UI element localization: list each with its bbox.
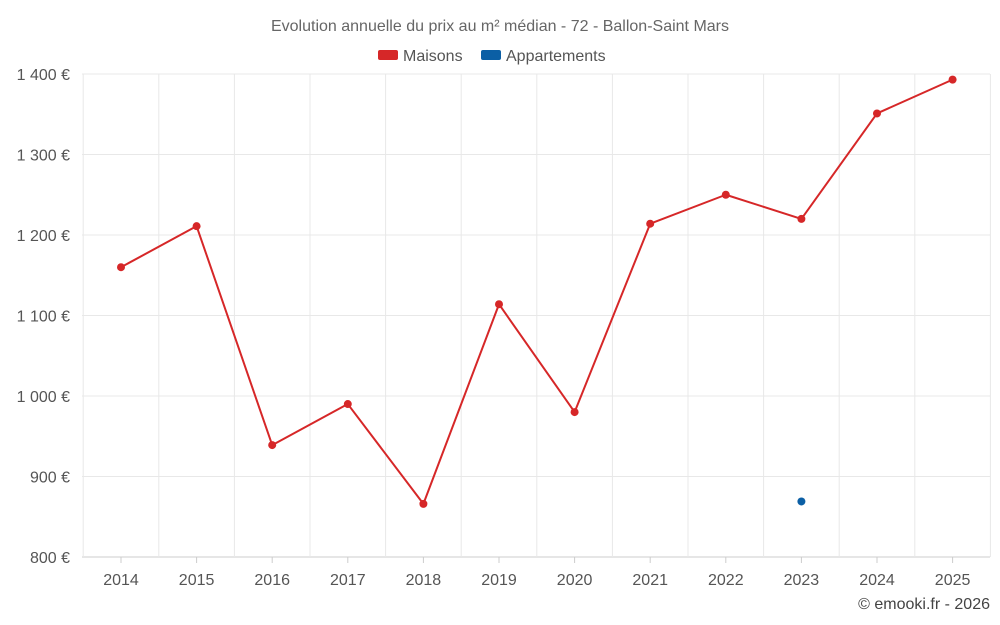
series-lines [120, 78, 954, 505]
data-point-maisons[interactable] [797, 214, 806, 223]
legend-swatch-appartements[interactable] [481, 50, 501, 60]
data-point-maisons[interactable] [495, 300, 503, 309]
x-tick-label: 2025 [935, 572, 971, 589]
x-tick-label: 2022 [708, 572, 744, 589]
grid [82, 73, 991, 558]
series-line-maisons [120, 78, 954, 505]
legend: Maisons Appartements [378, 48, 606, 65]
data-point-maisons[interactable] [343, 400, 352, 409]
x-tick-label: 2018 [406, 572, 442, 589]
x-tick-label: 2021 [632, 572, 668, 589]
x-tick-label: 2017 [330, 572, 366, 589]
data-point-maisons[interactable] [721, 190, 730, 199]
x-tick-label: 2024 [859, 572, 895, 589]
y-tick-label: 800 € [30, 550, 70, 567]
data-point-maisons[interactable] [948, 75, 957, 84]
chart-title: Evolution annuelle du prix au m² médian … [271, 18, 729, 35]
data-point-maisons[interactable] [646, 219, 655, 228]
data-point-maisons[interactable] [117, 263, 125, 272]
y-tick-label: 1 400 € [17, 67, 70, 84]
data-point-maisons[interactable] [873, 109, 881, 118]
x-tick-label: 2023 [784, 572, 820, 589]
data-point-maisons[interactable] [419, 499, 428, 508]
y-tick-label: 1 100 € [17, 309, 70, 326]
x-axis-ticks: 2014 2015 2016 2017 2018 2019 2020 2021 2022 2023… [103, 557, 970, 589]
x-tick-label: 2015 [179, 572, 215, 589]
legend-label-maisons[interactable]: Maisons [403, 48, 463, 65]
y-tick-label: 900 € [30, 470, 70, 487]
credit: © emooki.fr - 2026 [858, 596, 990, 613]
data-point-appartements[interactable] [797, 497, 806, 506]
x-tick-label: 2016 [254, 572, 290, 589]
series-points [117, 75, 957, 508]
y-tick-label: 1 300 € [17, 148, 70, 165]
data-point-maisons[interactable] [570, 408, 579, 417]
data-point-maisons[interactable] [268, 441, 277, 450]
x-tick-label: 2020 [557, 572, 593, 589]
y-tick-label: 1 200 € [17, 228, 70, 245]
x-tick-label: 2019 [481, 572, 517, 589]
y-tick-label: 1 000 € [17, 389, 70, 406]
x-tick-label: 2014 [103, 572, 139, 589]
data-point-maisons[interactable] [192, 222, 201, 231]
legend-label-appartements[interactable]: Appartements [506, 48, 606, 65]
y-axis-ticks: 800 € 900 € 1 000 € 1 100 € 1 200 € 1 300 € 1 … [17, 67, 70, 567]
legend-swatch-maisons[interactable] [378, 50, 398, 60]
